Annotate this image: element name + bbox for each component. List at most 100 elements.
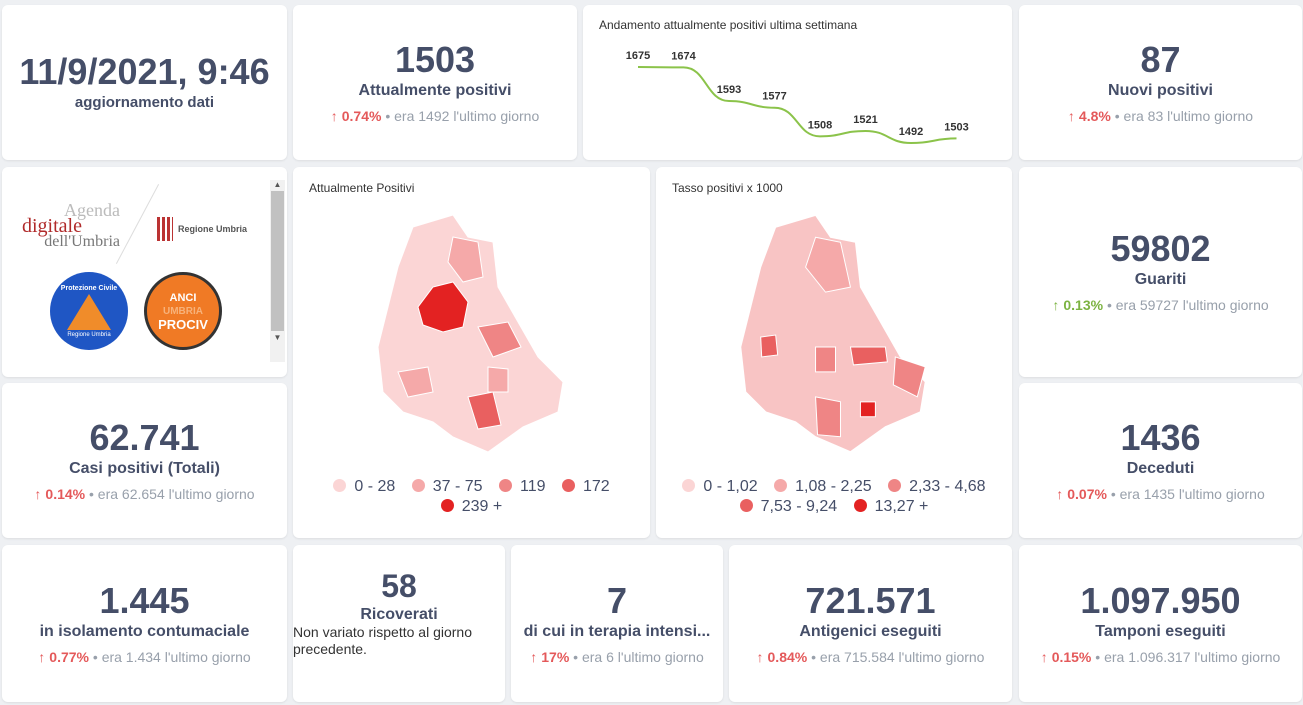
logo-text: Protezione Civile: [60, 284, 118, 292]
delta-pct: 0.15%: [1051, 648, 1092, 665]
delta-prev: era 1435: [1119, 485, 1175, 502]
map-region: [805, 236, 852, 293]
logo-text: PROCIV: [158, 316, 208, 332]
kpi-label: Guariti: [1134, 271, 1187, 288]
kpi-value: 1436: [1120, 416, 1201, 458]
legend-swatch: [411, 479, 425, 492]
delta-suffix: l'ultimo giorno: [1182, 297, 1269, 313]
map-region: [477, 321, 522, 358]
umbria-map: [740, 214, 926, 453]
legend-swatch: [853, 499, 867, 512]
map1-legend: 0 - 28 37 - 75 119 172 239 +: [293, 477, 650, 517]
arrow-up-icon: ↑: [1056, 485, 1064, 502]
scroll-up-icon[interactable]: ▲: [273, 180, 282, 189]
legend-label: 172: [582, 478, 610, 495]
kpi-delta: ↑ 0.13% • era 59727 l'ultimo giorno: [1052, 297, 1269, 313]
protezione-civile-logo: Protezione Civile Regione Umbria: [50, 272, 128, 350]
data-label: 1508: [808, 119, 832, 131]
delta-pct: 0.07%: [1067, 485, 1107, 502]
delta-suffix: l'ultimo giorno: [617, 648, 704, 665]
logo-text: ANCI: [169, 291, 197, 304]
legend-label: 7,53 - 9,24: [760, 498, 838, 515]
guariti-card: 59802 Guariti ↑ 0.13% • era 59727 l'ultim…: [1019, 167, 1302, 377]
legend-label: 37 - 75: [432, 478, 483, 495]
map-title: Attualmente Positivi: [309, 181, 415, 195]
legend-label: 239 +: [461, 498, 503, 515]
regione-umbria-logo: Regione Umbria: [157, 217, 247, 241]
legend-swatch: [739, 499, 753, 512]
legend-item: 0 - 1,02: [682, 478, 758, 495]
logo-text: dell'Umbria: [44, 233, 120, 250]
logo-text: UMBRIA: [163, 305, 203, 317]
map-region: [760, 334, 779, 358]
antigenici-card: 721.571 Antigenici eseguiti ↑ 0.84% • era…: [729, 545, 1012, 702]
logo-text: Agenda: [64, 200, 120, 220]
legend-swatch: [888, 479, 902, 492]
legend-item: 2,33 - 4,68: [888, 478, 986, 495]
legend-item: 172: [561, 478, 610, 495]
kpi-label: Antigenici eseguiti: [799, 622, 942, 640]
update-label: aggiornamento dati: [74, 94, 215, 111]
map-region: [849, 346, 888, 366]
isolamento-card: 1.445 in isolamento contumaciale ↑ 0.77% …: [2, 545, 287, 702]
divider-line: [115, 184, 160, 264]
map-region: [859, 401, 876, 418]
legend-item: 1,08 - 2,25: [774, 478, 872, 495]
data-label: 1674: [671, 50, 696, 62]
delta-prev: era 62.654: [97, 485, 165, 502]
delta-suffix: l'ultimo giorno: [898, 648, 985, 665]
data-label: 1503: [944, 121, 968, 133]
map-region: [892, 356, 926, 398]
legend-label: 1,08 - 2,25: [795, 478, 872, 495]
legend-swatch: [333, 479, 347, 492]
kpi-label: in isolamento contumaciale: [39, 622, 250, 640]
kpi-label: Deceduti: [1126, 459, 1195, 477]
data-label: 1593: [717, 84, 741, 96]
delta-prev: era 1.434: [101, 648, 161, 665]
legend-swatch: [561, 479, 575, 492]
legend-item: 7,53 - 9,24: [739, 498, 838, 515]
arrow-up-icon: ↑: [1052, 297, 1060, 313]
delta-prev: era 1492: [394, 107, 450, 124]
delta-pct: 0.77%: [49, 648, 89, 665]
scroll-down-icon[interactable]: ▼: [273, 333, 282, 342]
logo-text: Regione Umbria: [67, 331, 111, 338]
ricoverati-card: 58 Ricoverati Non variato rispetto al gi…: [293, 545, 505, 702]
kpi-note: Non variato rispetto al giorno precedent…: [293, 623, 472, 657]
legend-swatch: [498, 479, 512, 492]
map-region: [815, 396, 841, 438]
legend-swatch: [682, 479, 696, 492]
kpi-value: 721.571: [805, 579, 936, 621]
map-region: [467, 391, 502, 430]
legend-swatch: [774, 479, 788, 492]
kpi-label: Nuovi positivi: [1108, 81, 1213, 99]
arrow-up-icon: ↑: [34, 485, 42, 502]
legend-label: 119: [519, 478, 546, 495]
legend-item: 0 - 28: [333, 478, 395, 495]
arrow-up-icon: ↑: [1040, 648, 1048, 665]
delta-pct: 0.14%: [45, 485, 86, 502]
data-label: 1675: [626, 50, 650, 62]
map2-legend: 0 - 1,02 1,08 - 2,25 2,33 - 4,68 7,53 - …: [656, 477, 1012, 517]
kpi-value: 87: [1140, 38, 1181, 80]
kpi-delta: ↑ 0.77% • era 1.434 l'ultimo giorno: [38, 648, 251, 665]
map2-card: Tasso positivi x 1000 0 - 1,02 1,08 - 2,…: [656, 167, 1012, 538]
legend-label: 0 - 1,02: [703, 478, 758, 495]
scrollbar[interactable]: ▲ ▼: [270, 180, 285, 362]
kpi-value: 59802: [1110, 228, 1211, 269]
scrollbar-thumb[interactable]: [271, 191, 284, 331]
delta-prev: era 59727: [1115, 297, 1179, 313]
casi-card: 62.741 Casi positivi (Totali) ↑ 0.14% • e…: [2, 383, 287, 538]
kpi-label: Casi positivi (Totali): [69, 459, 220, 477]
arrow-up-icon: ↑: [330, 107, 338, 124]
delta-pct: 4.8%: [1078, 107, 1111, 124]
delta-suffix: l'ultimo giorno: [1194, 648, 1281, 665]
tamponi-card: 1.097.950 Tamponi eseguiti ↑ 0.15% • era …: [1019, 545, 1302, 702]
delta-pct: 0.74%: [341, 107, 382, 124]
delta-suffix: l'ultimo giorno: [164, 648, 251, 665]
nuovi-card: 87 Nuovi positivi ↑ 4.8% • era 83 l'ultim…: [1019, 5, 1302, 160]
deceduti-card: 1436 Deceduti ↑ 0.07% • era 1435 l'ultimo…: [1019, 383, 1302, 538]
delta-pct: 0.13%: [1063, 297, 1104, 313]
map-region: [417, 281, 469, 333]
logo-text: digitale: [22, 215, 82, 237]
